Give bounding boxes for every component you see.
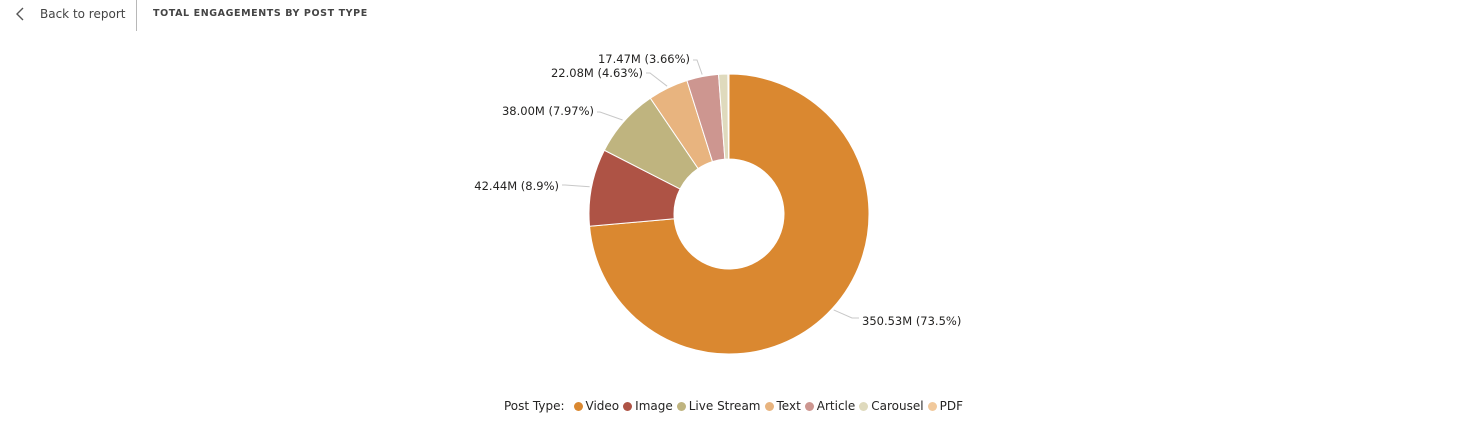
leader-line-article [693, 59, 703, 75]
legend-item-carousel[interactable]: Carousel [859, 399, 924, 413]
leader-line-live-stream [597, 111, 623, 121]
header-divider [136, 0, 137, 31]
legend-label-image: Image [635, 399, 673, 413]
legend-marker-carousel [859, 401, 869, 411]
slice-video[interactable] [588, 73, 870, 355]
back-to-report-button[interactable]: Back to report [12, 3, 125, 25]
legend-item-text[interactable]: Text [764, 399, 801, 413]
legend-item-pdf[interactable]: PDF [927, 399, 963, 413]
chevron-left-icon [12, 5, 30, 23]
legend-label-pdf: PDF [939, 399, 963, 413]
page-title: TOTAL ENGAGEMENTS BY POST TYPE [153, 8, 368, 19]
legend-marker-text [764, 401, 774, 411]
data-label-article: 17.47M (3.66%) [598, 52, 690, 66]
legend-item-video[interactable]: Video [573, 399, 620, 413]
legend-marker-live-stream [676, 401, 686, 411]
data-label-image: 42.44M (8.9%) [474, 179, 559, 193]
data-label-video: 350.53M (73.5%) [862, 314, 961, 328]
legend-marker-image [623, 401, 633, 411]
legend-marker-pdf [927, 401, 937, 411]
report-header: Back to report TOTAL ENGAGEMENTS BY POST… [0, 0, 1458, 32]
legend-label-live-stream: Live Stream [688, 399, 761, 413]
data-label-live-stream: 38.00M (7.97%) [502, 104, 594, 118]
legend-item-image[interactable]: Image [623, 399, 673, 413]
chart-legend: Post Type: Video Image Live Stream Text Arti… [504, 399, 967, 413]
legend-label-video: Video [585, 399, 620, 413]
legend-item-live-stream[interactable]: Live Stream [676, 399, 761, 413]
leader-line-image [562, 184, 590, 188]
slice-pdf[interactable] [727, 73, 730, 160]
legend-label-carousel: Carousel [871, 399, 924, 413]
legend-title: Post Type: [504, 399, 565, 413]
leader-line-text [646, 72, 668, 87]
back-to-report-label: Back to report [40, 7, 126, 21]
leader-line-video [833, 309, 859, 319]
legend-label-article: Article [816, 399, 856, 413]
data-label-text: 22.08M (4.63%) [551, 66, 643, 80]
legend-label-text: Text [776, 399, 801, 413]
legend-item-article[interactable]: Article [804, 399, 856, 413]
legend-marker-video [573, 401, 583, 411]
legend-marker-article [804, 401, 814, 411]
